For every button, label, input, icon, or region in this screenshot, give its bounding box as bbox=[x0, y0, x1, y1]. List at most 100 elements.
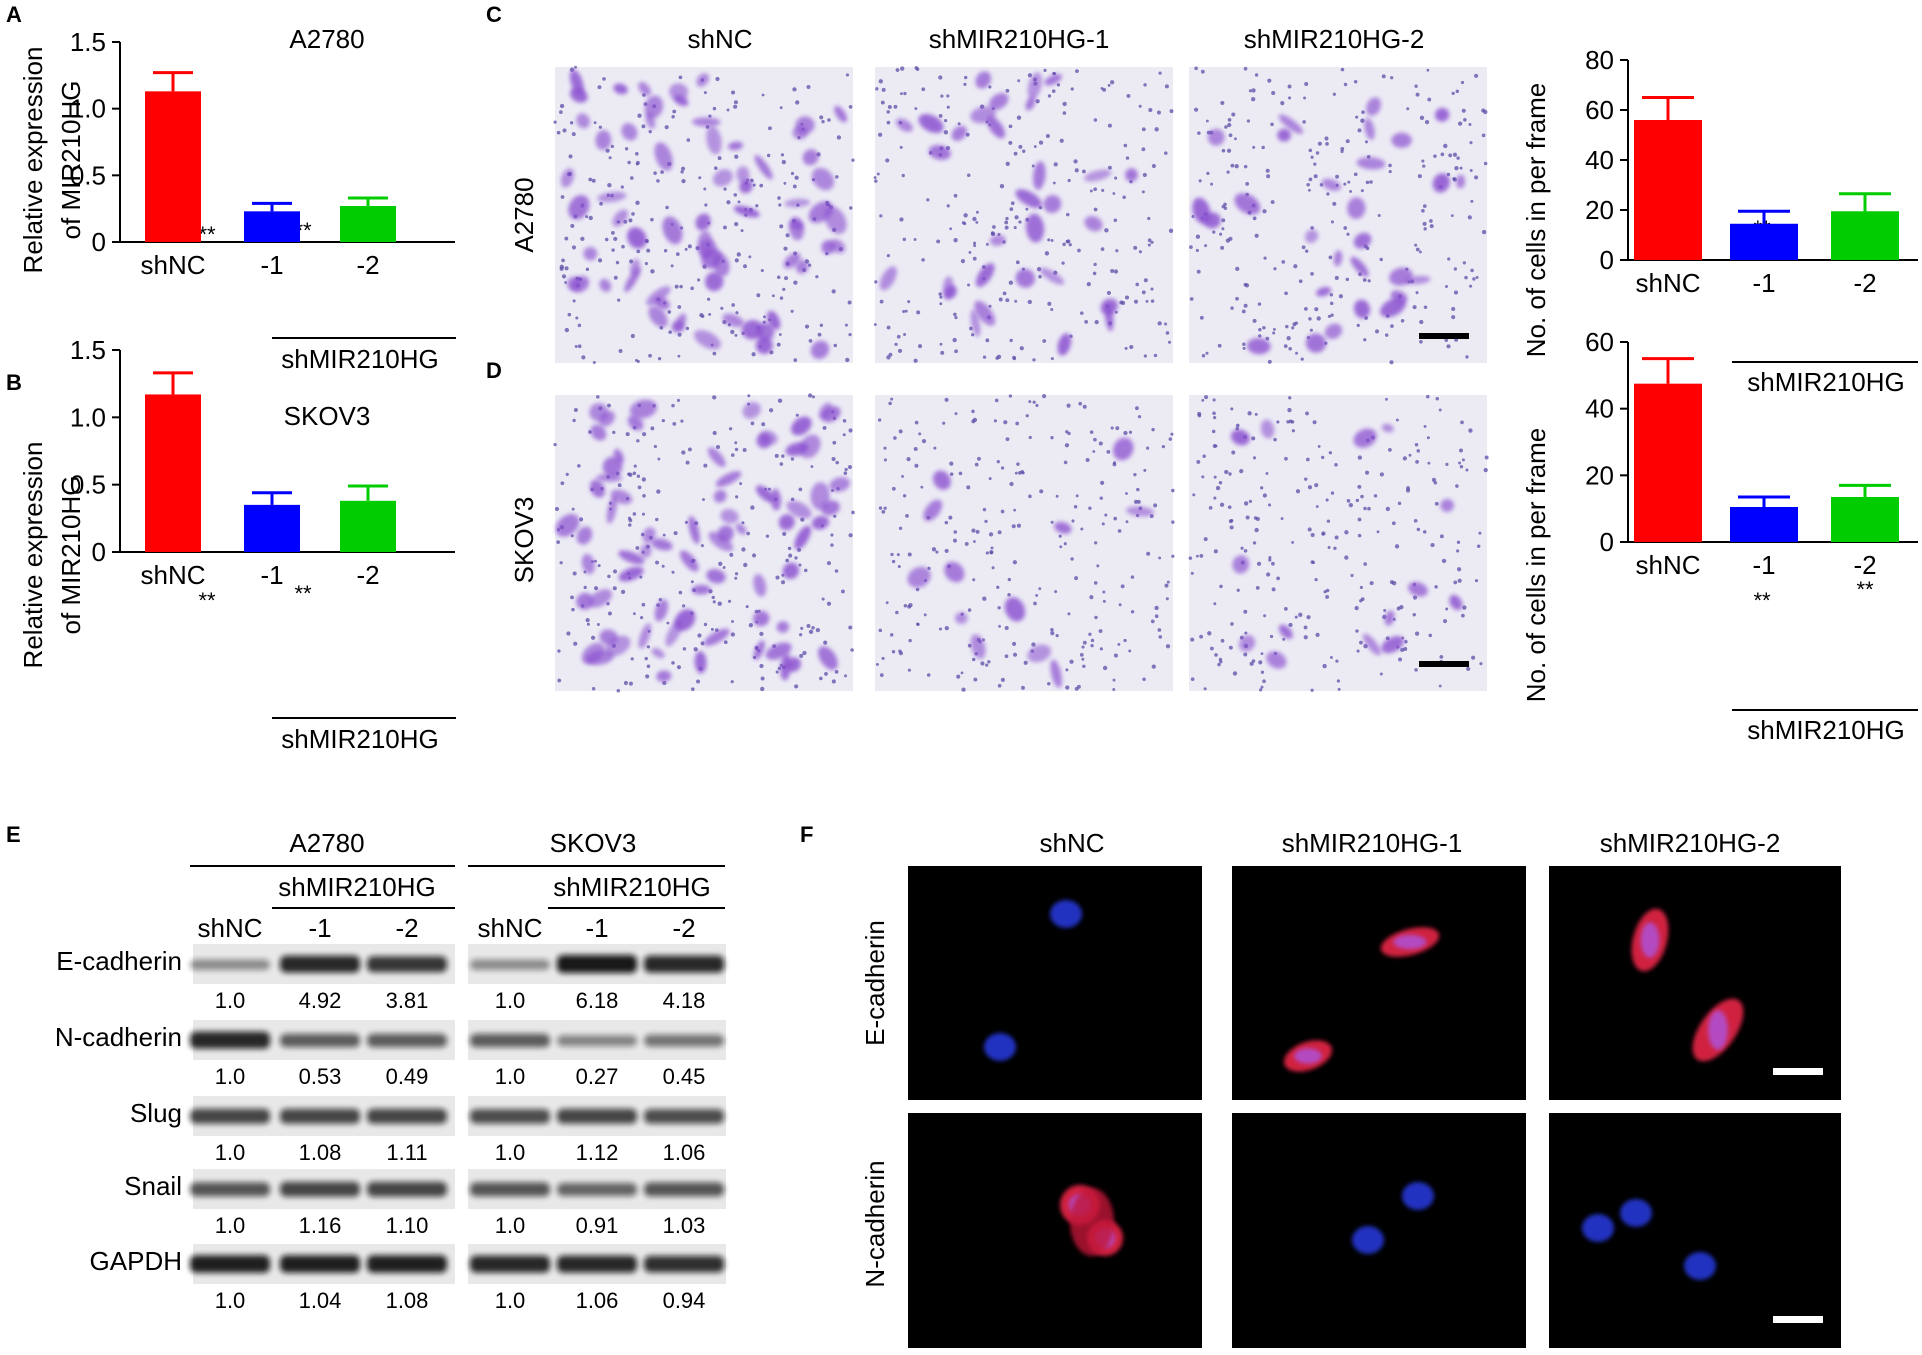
blot-quant-value: 1.0 bbox=[495, 1213, 526, 1238]
membrane-pore bbox=[775, 670, 779, 674]
membrane-pore bbox=[850, 648, 854, 652]
blot-band bbox=[280, 1108, 360, 1124]
membrane-pore bbox=[921, 87, 926, 92]
y-tick-label: 0 bbox=[1600, 527, 1614, 557]
membrane-pore bbox=[1147, 243, 1151, 247]
membrane-pore bbox=[559, 266, 564, 271]
membrane-pore bbox=[1306, 457, 1310, 462]
membrane-pore bbox=[1406, 486, 1410, 491]
membrane-pore bbox=[1221, 218, 1226, 223]
stained-cell bbox=[928, 145, 951, 160]
membrane-pore bbox=[1067, 612, 1071, 616]
fluorescence-panel bbox=[908, 866, 1202, 1100]
membrane-pore bbox=[952, 337, 957, 343]
membrane-pore bbox=[572, 299, 576, 303]
membrane-pore bbox=[901, 173, 905, 178]
stained-cell bbox=[720, 508, 739, 524]
membrane-pore bbox=[1078, 401, 1083, 406]
membrane-pore bbox=[1000, 677, 1005, 682]
membrane-pore bbox=[1241, 309, 1246, 314]
membrane-pore bbox=[1456, 540, 1461, 544]
stained-cell bbox=[1027, 72, 1042, 100]
membrane-pore bbox=[641, 602, 646, 607]
membrane-pore bbox=[1136, 487, 1140, 492]
membrane-pore bbox=[807, 393, 813, 398]
membrane-pore bbox=[821, 597, 825, 601]
membrane-pore bbox=[1329, 656, 1333, 659]
membrane-pore bbox=[1306, 615, 1311, 620]
blot-quant-value: 0.53 bbox=[299, 1064, 342, 1089]
membrane-pore bbox=[886, 120, 891, 125]
membrane-pore bbox=[1203, 687, 1207, 691]
membrane-pore bbox=[1061, 261, 1065, 265]
membrane-pore bbox=[994, 398, 999, 403]
membrane-pore bbox=[577, 323, 582, 328]
membrane-pore bbox=[1070, 557, 1074, 561]
membrane-pore bbox=[1422, 204, 1427, 208]
membrane-pore bbox=[1196, 269, 1201, 274]
stained-cell bbox=[799, 434, 821, 459]
membrane-pore bbox=[798, 563, 802, 567]
membrane-pore bbox=[746, 531, 751, 536]
membrane-pore bbox=[1443, 143, 1448, 149]
bar-shNC bbox=[1634, 120, 1702, 260]
panel-letter-d: D bbox=[486, 358, 502, 383]
membrane-pore bbox=[908, 638, 912, 643]
membrane-pore bbox=[1190, 637, 1195, 642]
stained-cell bbox=[802, 149, 819, 166]
membrane-pore bbox=[1213, 475, 1217, 479]
membrane-pore bbox=[615, 260, 620, 265]
membrane-pore bbox=[1395, 418, 1399, 422]
membrane-pore bbox=[883, 506, 887, 510]
membrane-pore bbox=[635, 162, 639, 166]
membrane-pore bbox=[874, 280, 878, 284]
membrane-pore bbox=[1324, 136, 1329, 141]
membrane-pore bbox=[557, 678, 562, 683]
membrane-pore bbox=[1093, 437, 1097, 442]
membrane-pore bbox=[730, 680, 734, 684]
panel-b-group-label: shMIR210HG bbox=[281, 724, 439, 754]
membrane-pore bbox=[1252, 318, 1257, 323]
blot-quant-value: 1.06 bbox=[663, 1140, 706, 1165]
membrane-pore bbox=[1263, 614, 1267, 618]
x-tick-label: -1 bbox=[260, 250, 283, 280]
membrane-pore bbox=[793, 280, 798, 285]
stained-cell bbox=[597, 191, 627, 203]
membrane-pore bbox=[1004, 220, 1009, 225]
membrane-pore bbox=[1304, 477, 1308, 481]
y-tick-label: 1.5 bbox=[70, 27, 106, 57]
membrane-pore bbox=[832, 440, 837, 445]
membrane-pore bbox=[1291, 429, 1296, 433]
membrane-pore bbox=[1067, 178, 1071, 183]
membrane-pore bbox=[1165, 644, 1171, 649]
membrane-pore bbox=[1328, 451, 1333, 455]
membrane-pore bbox=[975, 529, 980, 534]
membrane-pore bbox=[1109, 80, 1115, 85]
dapi-nucleus bbox=[1684, 1252, 1716, 1280]
membrane-pore bbox=[1012, 560, 1018, 565]
membrane-pore bbox=[1259, 486, 1264, 490]
membrane-pore bbox=[1308, 177, 1313, 182]
membrane-pore bbox=[690, 580, 694, 584]
membrane-pore bbox=[1228, 472, 1232, 476]
membrane-pore bbox=[1150, 240, 1154, 244]
membrane-pore bbox=[1115, 426, 1120, 431]
membrane-pore bbox=[920, 485, 924, 489]
stained-cell bbox=[1333, 250, 1343, 267]
stained-cell bbox=[755, 322, 775, 342]
membrane-pore bbox=[1247, 411, 1252, 416]
stained-cell bbox=[1207, 128, 1225, 146]
x-tick-label: shNC bbox=[140, 560, 205, 590]
membrane-pore bbox=[888, 401, 892, 406]
membrane-pore bbox=[1228, 519, 1233, 524]
stained-cell bbox=[576, 592, 594, 610]
membrane-pore bbox=[1356, 323, 1360, 328]
membrane-pore bbox=[831, 679, 836, 684]
membrane-pore bbox=[1047, 238, 1051, 242]
membrane-pore bbox=[1377, 214, 1381, 218]
membrane-pore bbox=[1288, 396, 1292, 400]
membrane-pore bbox=[891, 650, 896, 654]
membrane-pore bbox=[664, 125, 669, 130]
bar--2 bbox=[1831, 211, 1899, 260]
stained-cell bbox=[669, 83, 689, 101]
